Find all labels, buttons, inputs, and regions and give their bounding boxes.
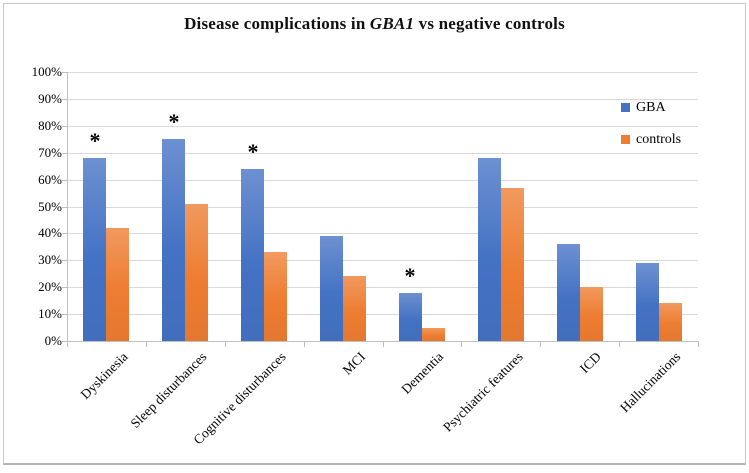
chart-title-suffix: vs negative controls — [414, 14, 565, 33]
gridline — [67, 207, 698, 208]
significance-asterisk-cognitive-disturbances: * — [247, 139, 259, 164]
y-axis-label: 30% — [38, 252, 62, 267]
y-axis-tick — [62, 341, 67, 342]
x-axis-label-dementia: Dementia — [398, 349, 447, 397]
gridline — [67, 314, 698, 315]
x-axis-label-hallucinations: Hallucinations — [616, 349, 684, 416]
bar-gba-dementia — [399, 293, 422, 341]
y-axis-label: 50% — [38, 199, 62, 214]
y-axis-tick — [62, 153, 67, 154]
bar-gba-cognitive-disturbances — [241, 169, 264, 341]
y-axis-label: 20% — [38, 279, 62, 294]
gridline — [67, 260, 698, 261]
gridline — [67, 180, 698, 181]
x-axis-tick — [698, 342, 699, 347]
y-axis-tick — [62, 126, 67, 127]
x-axis-label-dyskinesia: Dyskinesia — [78, 349, 132, 403]
x-axis-tick — [67, 342, 68, 347]
legend: GBA controls — [621, 100, 681, 147]
bar-controls-icd — [580, 287, 603, 341]
significance-asterisk-sleep-disturbances: * — [168, 109, 180, 134]
x-axis-tick — [619, 342, 620, 347]
y-axis-tick — [62, 207, 67, 208]
y-axis-label: 100% — [31, 64, 62, 79]
significance-asterisk-dyskinesia: * — [89, 128, 101, 153]
bar-gba-hallucinations — [636, 263, 659, 341]
bar-controls-dyskinesia — [106, 228, 129, 341]
significance-asterisk-dementia: * — [404, 263, 416, 288]
chart-title-gene: GBA1 — [369, 14, 415, 33]
chart-title: Disease complications in GBA1 vs negativ… — [0, 14, 749, 34]
y-axis-tick — [62, 180, 67, 181]
legend-swatch-gba — [621, 103, 630, 112]
y-axis-label: 70% — [38, 145, 62, 160]
gridline — [67, 126, 698, 127]
gridline — [67, 72, 698, 73]
bar-controls-sleep-disturbances — [185, 204, 208, 341]
bar-gba-mci — [320, 236, 343, 341]
x-axis-label-icd: ICD — [577, 349, 605, 377]
chart-title-prefix: Disease complications in — [184, 14, 370, 33]
x-axis-tick — [146, 342, 147, 347]
bar-gba-dyskinesia — [83, 158, 106, 341]
y-axis-line — [67, 72, 68, 346]
y-axis-label: 90% — [38, 91, 62, 106]
y-axis-label: 60% — [38, 172, 62, 187]
x-axis-line — [67, 341, 699, 342]
x-axis-tick — [225, 342, 226, 347]
y-axis-tick — [62, 260, 67, 261]
y-axis-tick — [62, 287, 67, 288]
x-axis-label-psychiatric-features: Psychiatric features — [439, 349, 526, 435]
legend-label-gba: GBA — [636, 99, 666, 115]
y-axis-label: 80% — [38, 118, 62, 133]
bar-controls-psychiatric-features — [501, 188, 524, 341]
gridline — [67, 233, 698, 234]
bar-gba-icd — [557, 244, 580, 341]
x-axis-label-sleep-disturbances: Sleep disturbances — [127, 349, 210, 431]
y-axis-tick — [62, 233, 67, 234]
y-axis-tick — [62, 72, 67, 73]
x-axis-tick — [540, 342, 541, 347]
legend-label-controls: controls — [636, 131, 682, 147]
gridline — [67, 287, 698, 288]
x-axis-tick — [304, 342, 305, 347]
bar-controls-mci — [343, 276, 366, 341]
y-axis-label: 10% — [38, 306, 62, 321]
y-axis-tick — [62, 99, 67, 100]
legend-item-controls: controls — [621, 132, 681, 147]
gridline — [67, 153, 698, 154]
y-axis-tick — [62, 314, 67, 315]
x-axis-tick — [383, 342, 384, 347]
legend-item-gba: GBA — [621, 100, 681, 115]
x-axis-tick — [461, 342, 462, 347]
y-axis-label: 40% — [38, 225, 62, 240]
bar-controls-cognitive-disturbances — [264, 252, 287, 341]
bar-gba-sleep-disturbances — [162, 139, 185, 341]
gridline — [67, 99, 698, 100]
bar-gba-psychiatric-features — [478, 158, 501, 341]
x-axis-label-mci: MCI — [339, 349, 368, 378]
bar-controls-hallucinations — [659, 303, 682, 341]
y-axis-label: 0% — [44, 333, 62, 348]
bar-controls-dementia — [422, 328, 445, 341]
legend-swatch-controls — [621, 135, 630, 144]
